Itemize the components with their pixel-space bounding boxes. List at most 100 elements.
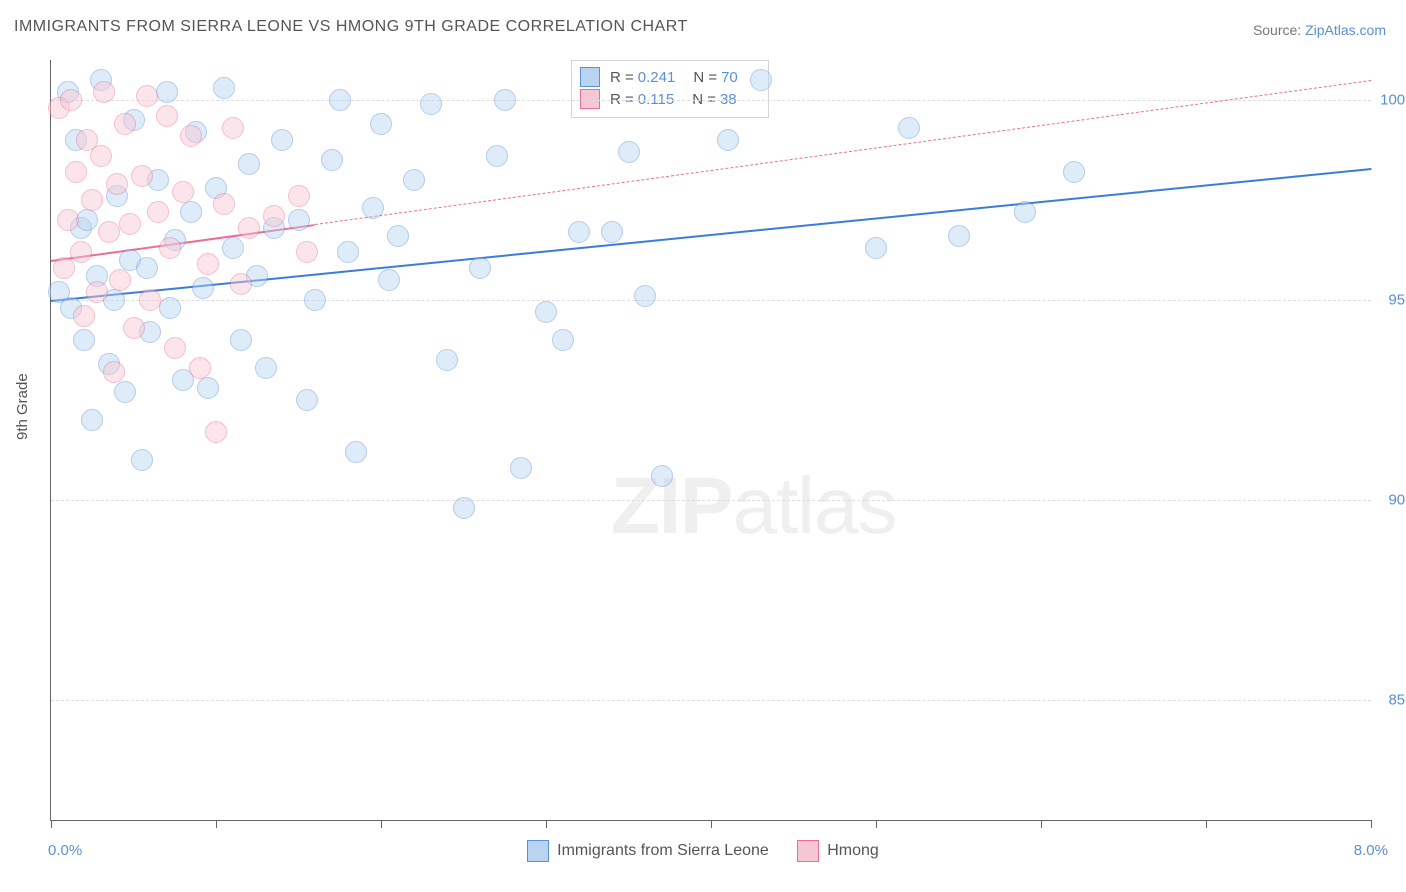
scatter-point bbox=[255, 357, 277, 379]
scatter-point bbox=[238, 217, 260, 239]
source-attribution: Source: ZipAtlas.com bbox=[1253, 22, 1386, 38]
series1-n-value: 70 bbox=[721, 69, 738, 86]
scatter-point bbox=[139, 289, 161, 311]
legend-item-series2: Hmong bbox=[797, 840, 879, 862]
x-axis-max-label: 8.0% bbox=[1354, 842, 1388, 859]
scatter-point bbox=[329, 89, 351, 111]
y-tick-label: 95.0% bbox=[1376, 292, 1406, 309]
gridline bbox=[51, 700, 1371, 701]
scatter-point bbox=[57, 209, 79, 231]
scatter-point bbox=[156, 105, 178, 127]
legend-swatch-series2 bbox=[797, 840, 819, 862]
scatter-point bbox=[420, 93, 442, 115]
scatter-point bbox=[98, 221, 120, 243]
scatter-point bbox=[192, 277, 214, 299]
scatter-point bbox=[65, 161, 87, 183]
watermark-rest: atlas bbox=[732, 461, 896, 550]
scatter-point bbox=[213, 193, 235, 215]
scatter-point bbox=[180, 125, 202, 147]
scatter-point bbox=[304, 289, 326, 311]
scatter-point bbox=[510, 457, 532, 479]
scatter-point bbox=[109, 269, 131, 291]
scatter-point bbox=[123, 317, 145, 339]
source-link[interactable]: ZipAtlas.com bbox=[1305, 22, 1386, 38]
scatter-point bbox=[568, 221, 590, 243]
series2-r-value: 0.115 bbox=[638, 91, 674, 108]
scatter-point bbox=[73, 329, 95, 351]
scatter-point bbox=[865, 237, 887, 259]
scatter-point bbox=[180, 201, 202, 223]
scatter-point bbox=[205, 421, 227, 443]
scatter-point bbox=[103, 361, 125, 383]
scatter-point bbox=[81, 409, 103, 431]
stats-row-series2: R = 0.115 N = 38 bbox=[580, 89, 756, 109]
n-label: N = bbox=[692, 91, 716, 108]
scatter-point bbox=[1063, 161, 1085, 183]
scatter-point bbox=[337, 241, 359, 263]
scatter-point bbox=[81, 189, 103, 211]
scatter-point bbox=[230, 273, 252, 295]
scatter-point bbox=[403, 169, 425, 191]
scatter-point bbox=[119, 213, 141, 235]
scatter-point bbox=[172, 181, 194, 203]
x-axis-min-label: 0.0% bbox=[48, 842, 82, 859]
legend-swatch-series1 bbox=[527, 840, 549, 862]
scatter-point bbox=[114, 113, 136, 135]
scatter-point bbox=[159, 237, 181, 259]
gridline bbox=[51, 300, 1371, 301]
scatter-point bbox=[90, 145, 112, 167]
scatter-point bbox=[189, 357, 211, 379]
scatter-point bbox=[618, 141, 640, 163]
legend-label-series2: Hmong bbox=[827, 842, 879, 860]
regression-line bbox=[315, 80, 1371, 225]
scatter-point bbox=[601, 221, 623, 243]
scatter-point bbox=[296, 241, 318, 263]
scatter-point bbox=[370, 113, 392, 135]
scatter-point bbox=[552, 329, 574, 351]
correlation-stats-box: R = 0.241 N = 70 R = 0.115 N = 38 bbox=[571, 60, 769, 118]
scatter-point bbox=[131, 449, 153, 471]
scatter-point bbox=[296, 389, 318, 411]
source-prefix: Source: bbox=[1253, 22, 1305, 38]
scatter-point bbox=[378, 269, 400, 291]
scatter-point bbox=[634, 285, 656, 307]
scatter-point bbox=[106, 173, 128, 195]
scatter-point bbox=[263, 205, 285, 227]
chart-title: IMMIGRANTS FROM SIERRA LEONE VS HMONG 9T… bbox=[14, 18, 688, 36]
scatter-point bbox=[136, 85, 158, 107]
y-tick-label: 90.0% bbox=[1376, 492, 1406, 509]
y-tick-label: 85.0% bbox=[1376, 692, 1406, 709]
scatter-point bbox=[271, 129, 293, 151]
scatter-point bbox=[288, 209, 310, 231]
scatter-point bbox=[345, 441, 367, 463]
scatter-point bbox=[230, 329, 252, 351]
legend-item-series1: Immigrants from Sierra Leone bbox=[527, 840, 769, 862]
r-label: R = bbox=[610, 91, 634, 108]
scatter-point bbox=[222, 237, 244, 259]
scatter-point bbox=[535, 301, 557, 323]
scatter-point bbox=[717, 129, 739, 151]
gridline bbox=[51, 500, 1371, 501]
x-tick bbox=[51, 820, 52, 828]
scatter-point bbox=[387, 225, 409, 247]
legend-label-series1: Immigrants from Sierra Leone bbox=[557, 842, 769, 860]
scatter-point bbox=[76, 209, 98, 231]
x-tick bbox=[216, 820, 217, 828]
series1-swatch bbox=[580, 67, 600, 87]
scatter-point bbox=[70, 241, 92, 263]
bottom-legend: Immigrants from Sierra Leone Hmong bbox=[0, 840, 1406, 867]
scatter-point bbox=[321, 149, 343, 171]
scatter-point bbox=[362, 197, 384, 219]
scatter-point bbox=[494, 89, 516, 111]
scatter-point bbox=[213, 77, 235, 99]
scatter-point bbox=[288, 185, 310, 207]
scatter-point bbox=[1014, 201, 1036, 223]
x-tick bbox=[1371, 820, 1372, 828]
scatter-point bbox=[93, 81, 115, 103]
stats-row-series1: R = 0.241 N = 70 bbox=[580, 67, 756, 87]
gridline bbox=[51, 100, 1371, 101]
scatter-point bbox=[131, 165, 153, 187]
x-tick bbox=[1041, 820, 1042, 828]
scatter-point bbox=[86, 281, 108, 303]
n-label: N = bbox=[693, 69, 717, 86]
